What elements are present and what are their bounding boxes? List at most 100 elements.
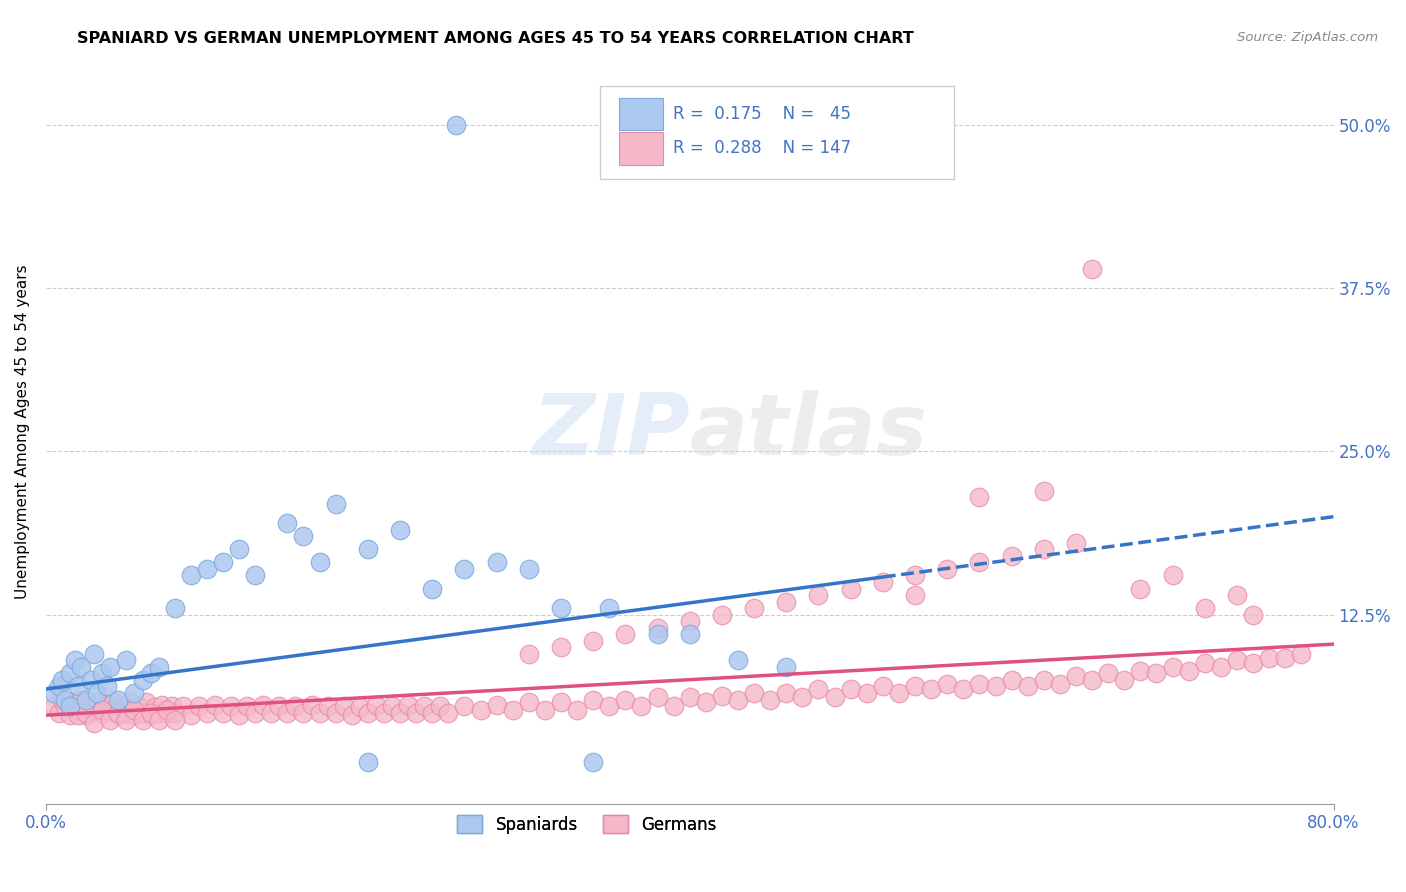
Point <box>775 686 797 700</box>
Point <box>357 542 380 557</box>
Point <box>662 699 685 714</box>
Point <box>75 708 97 723</box>
Point <box>139 666 162 681</box>
Point <box>437 706 460 720</box>
Point <box>124 703 146 717</box>
Point <box>550 640 572 655</box>
Point <box>292 529 315 543</box>
Point <box>969 490 991 504</box>
Point <box>742 686 765 700</box>
Text: Source: ZipAtlas.com: Source: ZipAtlas.com <box>1237 31 1378 45</box>
Point <box>103 695 125 709</box>
Point <box>1001 549 1024 563</box>
Point <box>131 673 153 687</box>
Point <box>42 686 65 700</box>
Point <box>598 699 620 714</box>
Point <box>647 621 669 635</box>
Point <box>163 714 186 728</box>
Point <box>969 677 991 691</box>
Point <box>792 690 814 704</box>
Text: ZIP: ZIP <box>531 391 690 474</box>
Point <box>630 699 652 714</box>
Point <box>156 706 179 720</box>
Point <box>1032 542 1054 557</box>
Point <box>695 695 717 709</box>
Text: atlas: atlas <box>690 391 928 474</box>
Point <box>139 706 162 720</box>
Point <box>75 692 97 706</box>
Point <box>952 681 974 696</box>
Point <box>647 690 669 704</box>
Point <box>872 680 894 694</box>
Point <box>1129 582 1152 596</box>
Point <box>920 681 942 696</box>
Point <box>308 706 330 720</box>
Point <box>1291 647 1313 661</box>
Point <box>582 692 605 706</box>
Point <box>470 703 492 717</box>
Point <box>1032 483 1054 498</box>
Point <box>148 714 170 728</box>
Point <box>131 706 153 720</box>
Point <box>96 698 118 712</box>
Point <box>269 699 291 714</box>
Point <box>245 706 267 720</box>
Point <box>904 568 927 582</box>
Point <box>1129 664 1152 678</box>
Point <box>128 700 150 714</box>
Point <box>150 698 173 712</box>
Point <box>135 695 157 709</box>
Point <box>1081 261 1104 276</box>
Point <box>1226 653 1249 667</box>
Point <box>517 647 540 661</box>
Point <box>67 708 90 723</box>
Point <box>1241 656 1264 670</box>
FancyBboxPatch shape <box>599 86 953 178</box>
Point <box>984 680 1007 694</box>
Point <box>148 706 170 720</box>
Point <box>67 703 90 717</box>
Point <box>936 677 959 691</box>
Point <box>710 689 733 703</box>
Point <box>91 666 114 681</box>
Point <box>1049 677 1071 691</box>
Point <box>51 673 73 687</box>
Point <box>1209 660 1232 674</box>
Point <box>98 703 121 717</box>
Point <box>550 695 572 709</box>
Text: R =  0.175    N =   45: R = 0.175 N = 45 <box>673 105 851 123</box>
Point <box>1017 680 1039 694</box>
Point <box>245 568 267 582</box>
Point <box>357 755 380 769</box>
Point <box>340 708 363 723</box>
Point <box>679 690 702 704</box>
Point <box>67 680 90 694</box>
Point <box>131 714 153 728</box>
Point <box>70 692 93 706</box>
Point <box>325 706 347 720</box>
Point <box>86 695 108 709</box>
Point <box>405 706 427 720</box>
Point <box>357 706 380 720</box>
Point <box>48 706 70 720</box>
Point <box>212 555 235 569</box>
Point <box>236 699 259 714</box>
Point <box>292 706 315 720</box>
Point <box>53 699 76 714</box>
Point <box>1194 601 1216 615</box>
Point <box>80 673 103 687</box>
Point <box>83 647 105 661</box>
Point <box>485 698 508 712</box>
Point <box>75 706 97 720</box>
Point <box>107 706 129 720</box>
Point <box>98 714 121 728</box>
Point <box>420 582 443 596</box>
Point <box>276 516 298 531</box>
Point <box>139 708 162 723</box>
Point <box>534 703 557 717</box>
Point <box>1001 673 1024 687</box>
Point <box>160 699 183 714</box>
Point <box>1081 673 1104 687</box>
Point <box>112 700 135 714</box>
Point <box>679 627 702 641</box>
